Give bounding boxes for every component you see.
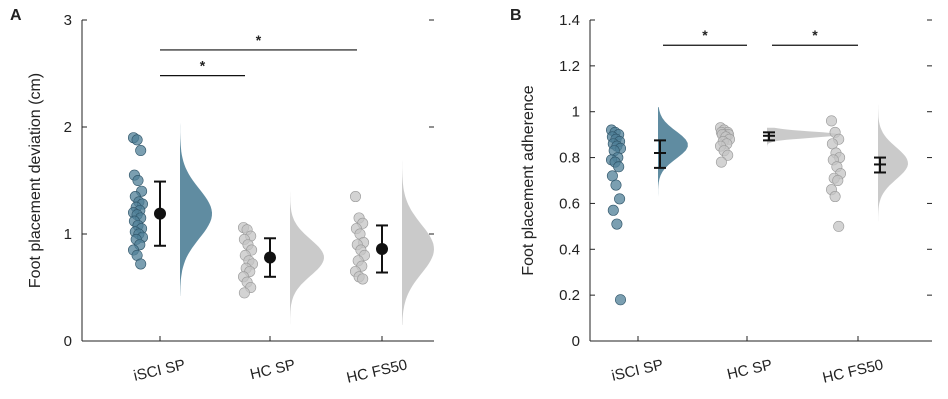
x-category-label: iSCI SP — [610, 356, 665, 384]
data-point — [833, 220, 845, 232]
x-category-label: HC FS50 — [345, 356, 409, 386]
data-point — [132, 175, 144, 187]
data-point — [131, 134, 143, 146]
y-axis-label: Foot placement deviation (cm) — [27, 73, 44, 288]
y-tick-label: 1 — [64, 226, 72, 243]
data-point — [825, 115, 837, 127]
density-violin — [290, 191, 324, 325]
significance-marker: * — [702, 27, 708, 43]
y-axis-label: Foot placement adherence — [520, 85, 537, 275]
density-violin — [402, 156, 434, 325]
y-tick-label: 0 — [64, 333, 72, 350]
data-point — [349, 191, 361, 203]
y-tick-label: 0.6 — [559, 195, 580, 212]
y-tick-label: 1.2 — [559, 58, 580, 75]
data-point — [611, 218, 623, 230]
mean-marker — [264, 251, 276, 264]
data-point — [613, 161, 625, 173]
significance-marker: * — [200, 58, 206, 74]
x-category-label: HC SP — [725, 356, 773, 383]
data-point — [614, 294, 626, 306]
mean-marker — [376, 242, 388, 255]
panel-label-B: B — [510, 7, 522, 24]
y-tick-label: 3 — [64, 12, 72, 29]
y-tick-label: 1 — [572, 104, 580, 121]
data-point — [826, 138, 838, 150]
data-point — [357, 273, 369, 285]
data-point — [135, 145, 147, 157]
y-tick-label: 0.8 — [559, 150, 580, 167]
data-point — [610, 179, 622, 191]
density-violin — [767, 127, 839, 163]
data-point — [722, 149, 734, 161]
density-violin — [878, 95, 908, 254]
mean-marker — [154, 207, 166, 220]
data-point — [832, 175, 844, 187]
density-violin — [658, 107, 688, 323]
density-violin — [180, 103, 212, 297]
y-tick-label: 0.4 — [559, 241, 580, 258]
data-point — [607, 204, 619, 216]
panel-label-A: A — [10, 7, 22, 24]
data-point — [829, 191, 841, 203]
data-point — [715, 156, 727, 168]
y-tick-label: 0 — [572, 333, 580, 350]
data-point — [606, 170, 618, 182]
y-tick-label: 2 — [64, 119, 72, 136]
data-point — [614, 193, 626, 205]
significance-marker: * — [812, 27, 818, 43]
significance-marker: * — [256, 32, 262, 48]
data-point — [135, 258, 147, 270]
x-category-label: HC FS50 — [821, 356, 885, 386]
data-point — [238, 287, 250, 299]
x-category-label: HC SP — [248, 356, 296, 383]
y-tick-label: 1.4 — [559, 12, 580, 29]
y-tick-label: 0.2 — [559, 287, 580, 304]
x-category-label: iSCI SP — [132, 356, 187, 384]
